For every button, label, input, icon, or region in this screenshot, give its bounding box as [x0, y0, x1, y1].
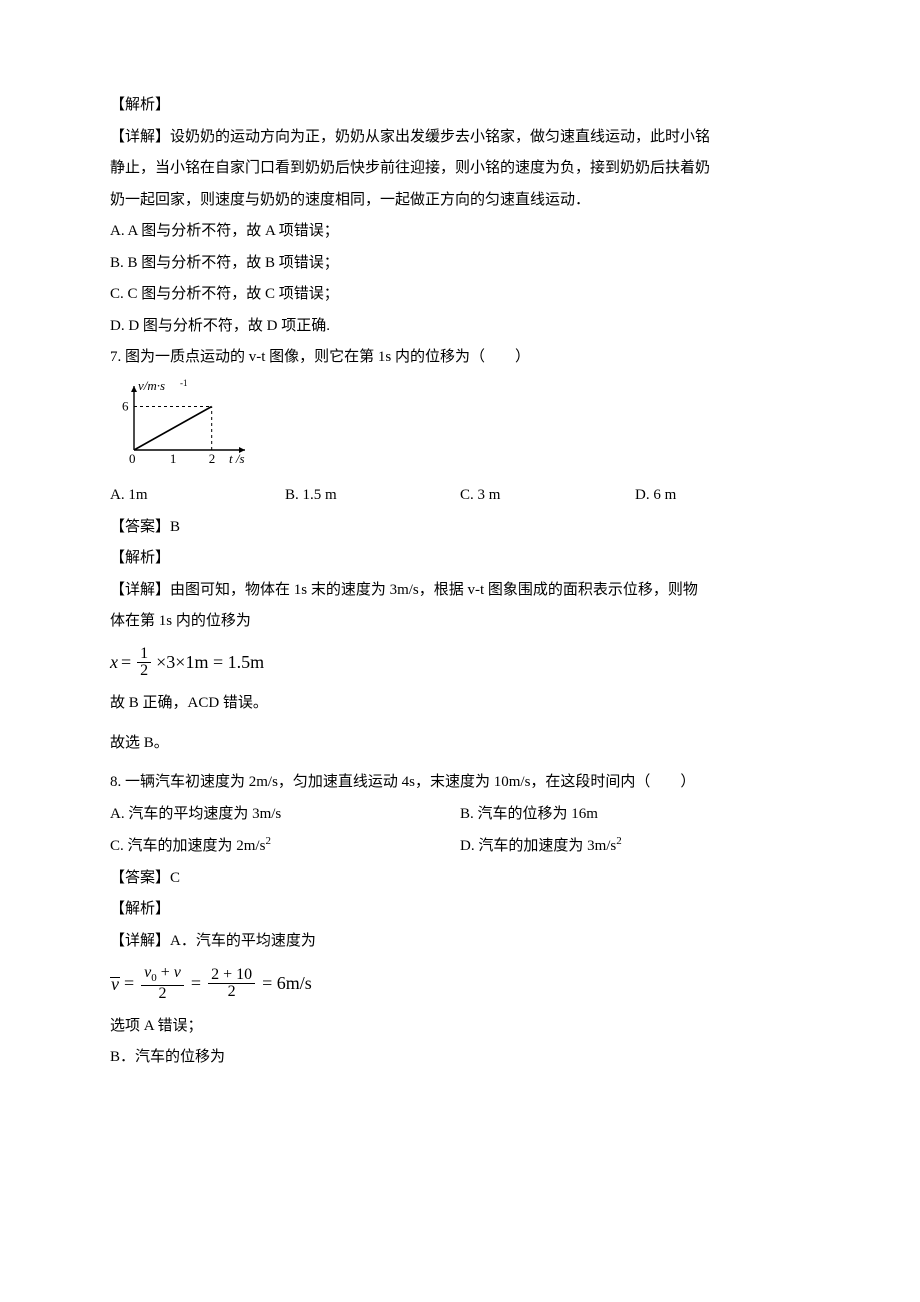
q8-option-d: D. 汽车的加速度为 3m/s2: [460, 830, 810, 863]
q8-a-wrong: 选项 A 错误；: [110, 1011, 810, 1043]
q7-option-d: D. 6 m: [635, 480, 810, 512]
q6-detail-line3: 奶一起回家，则速度与奶奶的速度相同，一起做正方向的匀速直线运动．: [110, 185, 810, 217]
q8-frac2: 2 + 10 2: [208, 967, 255, 1002]
page-root: 【解析】 【详解】设奶奶的运动方向为正，奶奶从家出发缓步去小铭家，做匀速直线运动…: [0, 0, 920, 1302]
svg-text:6: 6: [122, 398, 129, 413]
svg-text:-1: -1: [180, 378, 188, 388]
q7-vt-chart: 6 0 1 2 v/m·s -1 t /s: [110, 374, 810, 481]
q8-option-b: B. 汽车的位移为 16m: [460, 799, 810, 831]
q8-d-sup: 2: [616, 835, 622, 847]
svg-text:t /s: t /s: [229, 451, 245, 466]
svg-text:v/m·s: v/m·s: [138, 378, 165, 393]
analysis-label-3: 【解析】: [110, 894, 810, 926]
q6-option-d: D. D 图与分析不符，故 D 项正确.: [110, 311, 810, 343]
q7-stem: 7. 图为一质点运动的 v-t 图像，则它在第 1s 内的位移为（ ）: [110, 342, 810, 374]
svg-text:0: 0: [129, 451, 136, 466]
q7-option-b: B. 1.5 m: [285, 480, 460, 512]
analysis-label-1: 【解析】: [110, 90, 810, 122]
eq-sign: =: [121, 650, 131, 675]
q7-select: 故选 B。: [110, 728, 810, 760]
q7-answer: 【答案】B: [110, 512, 810, 544]
q7-frac: 1 2: [137, 646, 151, 681]
q7-frac-num: 1: [137, 646, 151, 664]
q8-option-a: A. 汽车的平均速度为 3m/s: [110, 799, 460, 831]
q8-stem: 8. 一辆汽车初速度为 2m/s，匀加速直线运动 4s，末速度为 10m/s，在…: [110, 767, 810, 799]
q8-options-row2: C. 汽车的加速度为 2m/s2 D. 汽车的加速度为 3m/s2: [110, 830, 810, 863]
svg-text:1: 1: [170, 451, 177, 466]
q7-formula-rest: ×3×1m = 1.5m: [156, 650, 264, 675]
q7-detail-line1: 【详解】由图可知，物体在 1s 末的速度为 3m/s，根据 v-t 图象围成的面…: [110, 575, 810, 607]
q6-option-c: C. C 图与分析不符，故 C 项错误；: [110, 279, 810, 311]
vbar-symbol: v: [110, 977, 120, 991]
q7-post: 故 B 正确，ACD 错误。: [110, 688, 810, 720]
q7-option-a: A. 1m: [110, 480, 285, 512]
q7-detail-line2: 体在第 1s 内的位移为: [110, 606, 810, 638]
q8-frac2-num: 2 + 10: [208, 967, 255, 985]
q8-answer: 【答案】C: [110, 863, 810, 895]
q8-c-sup: 2: [265, 835, 271, 847]
q8-options-row1: A. 汽车的平均速度为 3m/s B. 汽车的位移为 16m: [110, 799, 810, 831]
vt-chart-svg: 6 0 1 2 v/m·s -1 t /s: [110, 378, 255, 466]
q6-detail-line2: 静止，当小铭在自家门口看到奶奶后快步前往迎接，则小铭的速度为负，接到奶奶后扶着奶: [110, 153, 810, 185]
q8-b-line: B．汽车的位移为: [110, 1042, 810, 1074]
q8-frac1-num: v0 + v: [141, 965, 184, 986]
q8-frac2-den: 2: [225, 984, 239, 1001]
q8-eq2: =: [191, 971, 201, 996]
q8-c-text: C. 汽车的加速度为 2m/s: [110, 838, 265, 854]
q7-frac-den: 2: [137, 663, 151, 680]
analysis-label-2: 【解析】: [110, 543, 810, 575]
q8-formula-result: = 6m/s: [262, 971, 312, 996]
q6-option-b: B. B 图与分析不符，故 B 项错误；: [110, 248, 810, 280]
q8-formula: v = v0 + v 2 = 2 + 10 2 = 6m/s: [110, 965, 810, 1003]
q7-option-c: C. 3 m: [460, 480, 635, 512]
q8-detail-a: 【详解】A．汽车的平均速度为: [110, 926, 810, 958]
q8-eq1: =: [124, 971, 134, 996]
q8-frac1: v0 + v 2: [141, 965, 184, 1003]
q8-d-text: D. 汽车的加速度为 3m/s: [460, 838, 616, 854]
q6-option-a: A. A 图与分析不符，故 A 项错误；: [110, 216, 810, 248]
svg-text:2: 2: [209, 451, 216, 466]
q7-formula-x: x: [110, 650, 118, 675]
q8-option-c: C. 汽车的加速度为 2m/s2: [110, 830, 460, 863]
q8-frac1-den: 2: [156, 986, 170, 1003]
q7-formula: x = 1 2 ×3×1m = 1.5m: [110, 646, 810, 681]
vbar-v: v: [111, 978, 119, 991]
q6-detail-line1: 【详解】设奶奶的运动方向为正，奶奶从家出发缓步去小铭家，做匀速直线运动，此时小铭: [110, 122, 810, 154]
q7-options-row: A. 1m B. 1.5 m C. 3 m D. 6 m: [110, 480, 810, 512]
